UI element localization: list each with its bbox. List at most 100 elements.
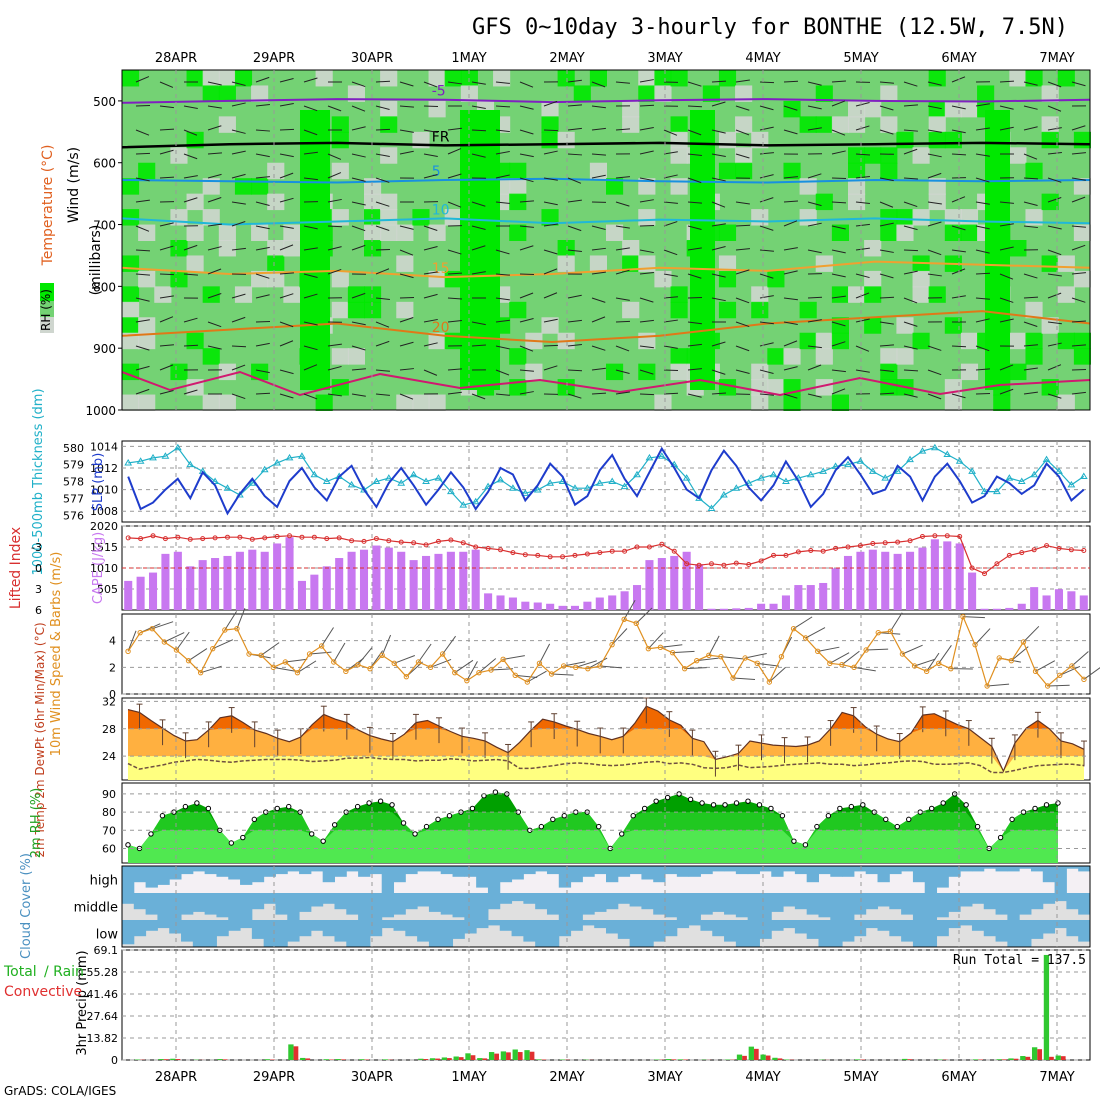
cloud-bar-middle xyxy=(346,893,359,915)
wind-barb xyxy=(207,125,222,131)
wind10-point xyxy=(851,664,857,671)
thickness-point xyxy=(707,504,716,511)
rh-cell xyxy=(718,162,737,180)
cloud-bar-low xyxy=(523,920,536,942)
li-point xyxy=(758,558,764,564)
cloud-frame xyxy=(121,865,1091,948)
precip-frame xyxy=(121,949,1091,1061)
li-point xyxy=(485,545,491,551)
wind-barb xyxy=(663,296,678,299)
rh-cell xyxy=(364,240,382,257)
cloud-bar-middle xyxy=(192,893,206,912)
wind-barb xyxy=(927,369,942,376)
wind-barb xyxy=(567,79,582,83)
isotherm-4 xyxy=(121,260,1091,279)
thickness-point xyxy=(136,457,145,464)
wind10-point xyxy=(415,659,422,665)
wind-barb xyxy=(735,297,750,304)
cloud-bar-high xyxy=(192,866,206,872)
top-date-label-4: 2MAY xyxy=(549,51,584,66)
cloud-bar-high xyxy=(322,866,335,883)
wind-barb xyxy=(399,249,414,256)
cloud-bar-low xyxy=(724,920,737,942)
precip-conv-bar xyxy=(517,1052,523,1060)
thickness-point xyxy=(273,458,282,466)
rh-cell xyxy=(1009,332,1027,350)
rh-cell xyxy=(1025,332,1043,350)
cloud-bar-high xyxy=(924,866,938,893)
cloud-bar-low xyxy=(145,920,158,931)
li-point xyxy=(646,544,652,550)
wind-barb xyxy=(1023,367,1038,371)
cloud-bar-low xyxy=(901,920,914,942)
thickness-point xyxy=(645,453,654,461)
cloud-bar-middle xyxy=(122,893,135,904)
li-point xyxy=(944,533,950,539)
cape-bar xyxy=(906,551,915,610)
wind-barb xyxy=(1023,177,1039,180)
wind-barb xyxy=(183,389,198,395)
wind-barb xyxy=(903,104,918,107)
li-point xyxy=(932,533,938,539)
wind-barb xyxy=(591,392,607,395)
wind-barb xyxy=(495,129,510,133)
li-point xyxy=(336,535,342,541)
rh-cell xyxy=(202,286,220,303)
wind10-barb xyxy=(623,599,636,620)
cloud-bar-high xyxy=(724,866,737,872)
wind-barb xyxy=(999,364,1014,371)
wind-barb xyxy=(975,177,990,183)
wind-barb xyxy=(135,388,150,395)
rh2m-point xyxy=(366,800,372,806)
wind-barb xyxy=(807,296,823,299)
rh-cell xyxy=(380,116,398,133)
li-point xyxy=(299,534,305,540)
thickness-point xyxy=(248,479,257,486)
cloud-bar-high xyxy=(1078,866,1091,872)
wind-barb xyxy=(999,297,1014,303)
li-point xyxy=(1056,545,1062,551)
wind10-point xyxy=(560,663,567,669)
cloud-bar-middle xyxy=(204,893,217,915)
cape-bar xyxy=(968,572,977,610)
wind-barb xyxy=(999,80,1015,83)
rh2m-point xyxy=(240,834,246,841)
rh2m-point xyxy=(446,813,453,819)
wind-barb xyxy=(663,221,678,227)
rh2m-point xyxy=(837,805,843,812)
wind10-point xyxy=(294,669,301,676)
wind-barb xyxy=(663,201,678,204)
wind10-point xyxy=(439,651,446,657)
wind-barb xyxy=(591,345,606,351)
precip-total-bar xyxy=(996,1059,1002,1060)
slp-tick-label-1: 1010 xyxy=(90,484,118,497)
thickness-point xyxy=(1005,474,1014,481)
wind-barb xyxy=(327,393,342,397)
rh-cell xyxy=(670,363,688,381)
wind-barb xyxy=(135,249,151,252)
precip-conv-bar xyxy=(742,1055,747,1060)
pressure-tick-label-2: 700 xyxy=(93,219,116,233)
cloud-bar-low xyxy=(1066,920,1079,937)
rh-cell xyxy=(880,348,898,365)
rh2m-point xyxy=(906,816,912,823)
rh2m-point xyxy=(963,802,969,808)
rh-cell xyxy=(735,162,753,180)
wind-barb xyxy=(1047,292,1062,299)
wind-barb xyxy=(807,393,822,398)
rh2m-point xyxy=(194,800,200,806)
rh-legend-swatch-mid xyxy=(40,301,54,317)
li-point xyxy=(150,533,156,539)
wind-barb xyxy=(687,153,702,156)
slp-tick-label-3: 1014 xyxy=(90,440,118,453)
wind10-barb xyxy=(539,643,551,664)
cloud-bar-middle xyxy=(546,893,560,915)
rh2m-point xyxy=(309,831,315,837)
wind-barb xyxy=(591,105,606,109)
wind10-point xyxy=(899,651,906,657)
wind10-barb xyxy=(962,616,985,619)
rh2m-point xyxy=(768,805,774,812)
cloud-bar-middle xyxy=(960,893,973,907)
temp-fill-low xyxy=(128,756,1084,780)
rh-cell xyxy=(912,270,930,288)
